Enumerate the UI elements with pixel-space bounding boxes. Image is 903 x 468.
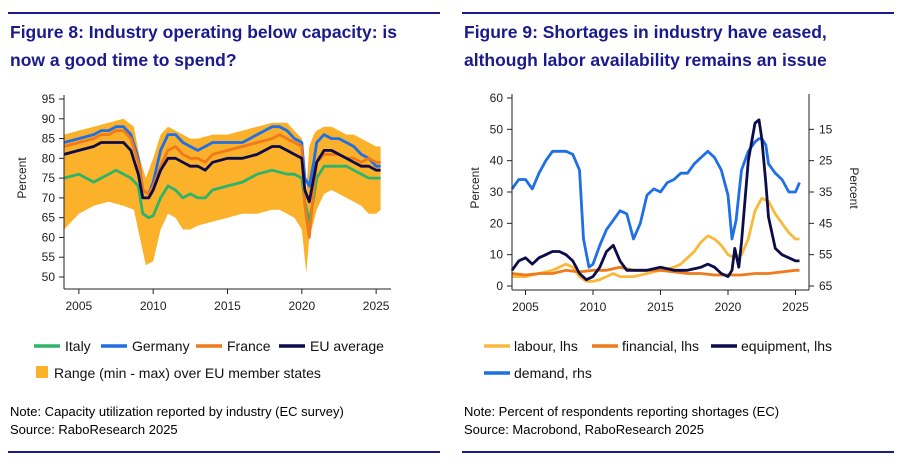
series-line-eu-average xyxy=(63,141,381,204)
bottom-rule-left xyxy=(8,451,440,453)
legend-france-label: France xyxy=(227,338,271,354)
y-tick-label-right: 55 xyxy=(819,248,833,262)
y-tick-label-left: 10 xyxy=(490,248,504,262)
x-tick-label: 2010 xyxy=(580,300,607,314)
top-rule-left xyxy=(8,12,440,14)
x-tick-label: 2010 xyxy=(140,299,167,313)
bottom-rule-right xyxy=(462,451,894,453)
figure9-title-line2: although labor availability remains an i… xyxy=(464,50,827,70)
y-tick-label-left: 40 xyxy=(490,154,504,168)
x-tick-label: 2020 xyxy=(715,300,742,314)
figure9-y-axis-label-right: Percent xyxy=(847,167,861,209)
figure8-chart: Percent 50 55 60 65 70 75 80 85 90 95 2005 2010 2015… xyxy=(15,92,391,381)
legend-demand-label: demand, rhs xyxy=(514,365,592,381)
x-tick-label: 2005 xyxy=(66,299,93,313)
figure8-note-text: Note: Capacity utilization reported by i… xyxy=(10,404,344,419)
y-tick-label: 75 xyxy=(42,171,56,185)
y-tick-label: 65 xyxy=(42,211,56,225)
y-tick-label-right: 65 xyxy=(819,279,833,293)
figure8-title-line2: now a good time to spend? xyxy=(10,50,237,70)
series-line-financial-lhs xyxy=(511,265,800,277)
legend-equipment-label: equipment, lhs xyxy=(741,338,832,354)
figure9-note-text: Note: Percent of respondents reporting s… xyxy=(464,404,780,419)
figure9-title-line1: Figure 9: Shortages in industry have eas… xyxy=(464,22,827,42)
series-line-france xyxy=(63,129,381,239)
top-rule-right xyxy=(462,12,894,14)
figure9-chart: Percent Percent 0 10 20 30 40 50 60 15 25 35 45 55 6… xyxy=(468,91,861,381)
legend-range-label: Range (min - max) over EU member states xyxy=(54,365,321,381)
x-tick-label: 2005 xyxy=(512,300,539,314)
figure8-note: Note: Capacity utilization reported by i… xyxy=(10,403,344,439)
figure9-source-text: Source: Macrobond, RaboResearch 2025 xyxy=(464,422,704,437)
x-tick-label: 2015 xyxy=(647,300,674,314)
figure8-source-text: Source: RaboResearch 2025 xyxy=(10,422,178,437)
series-line-labour-lhs xyxy=(512,196,800,283)
y-tick-label: 90 xyxy=(42,112,56,126)
figure9-title: Figure 9: Shortages in industry have eas… xyxy=(464,18,894,74)
legend-germany-label: Germany xyxy=(132,338,190,354)
y-tick-label: 55 xyxy=(42,250,56,264)
y-tick-label-left: 60 xyxy=(490,91,504,105)
legend-labour-label: labour, lhs xyxy=(514,338,578,354)
series-line-italy xyxy=(63,164,381,223)
legend-range-swatch xyxy=(36,366,48,378)
legend-eu-average-label: EU average xyxy=(310,338,384,354)
y-tick-label: 70 xyxy=(42,191,56,205)
y-tick-label: 95 xyxy=(42,92,56,106)
x-tick-label: 2025 xyxy=(782,300,809,314)
figure9-note: Note: Percent of respondents reporting s… xyxy=(464,403,779,439)
figure8-title: Figure 8: Industry operating below capac… xyxy=(10,18,440,74)
y-tick-label: 85 xyxy=(42,132,56,146)
legend-financial-label: financial, lhs xyxy=(622,338,699,354)
legend-italy-label: Italy xyxy=(65,338,91,354)
y-tick-label: 80 xyxy=(42,151,56,165)
y-tick-label: 60 xyxy=(42,230,56,244)
x-tick-label: 2015 xyxy=(214,299,241,313)
y-tick-label-left: 0 xyxy=(496,279,503,293)
figure8-y-axis-label: Percent xyxy=(15,157,29,199)
y-tick-label-left: 20 xyxy=(490,216,504,230)
x-tick-label: 2025 xyxy=(363,299,390,313)
series-line-equipment-lhs xyxy=(510,118,800,282)
y-tick-label: 50 xyxy=(42,270,56,284)
figure9-y-axis-label-left: Percent xyxy=(468,167,482,209)
y-tick-label-right: 35 xyxy=(819,185,833,199)
y-tick-label-left: 50 xyxy=(490,122,504,136)
y-tick-label-right: 45 xyxy=(819,216,833,230)
series-line-demand-rhs xyxy=(510,137,801,269)
y-tick-label-left: 30 xyxy=(490,185,504,199)
figure8-title-line1: Figure 8: Industry operating below capac… xyxy=(10,22,398,42)
x-tick-label: 2020 xyxy=(288,299,315,313)
y-tick-label-right: 15 xyxy=(819,122,833,136)
y-tick-label-right: 25 xyxy=(819,154,833,168)
